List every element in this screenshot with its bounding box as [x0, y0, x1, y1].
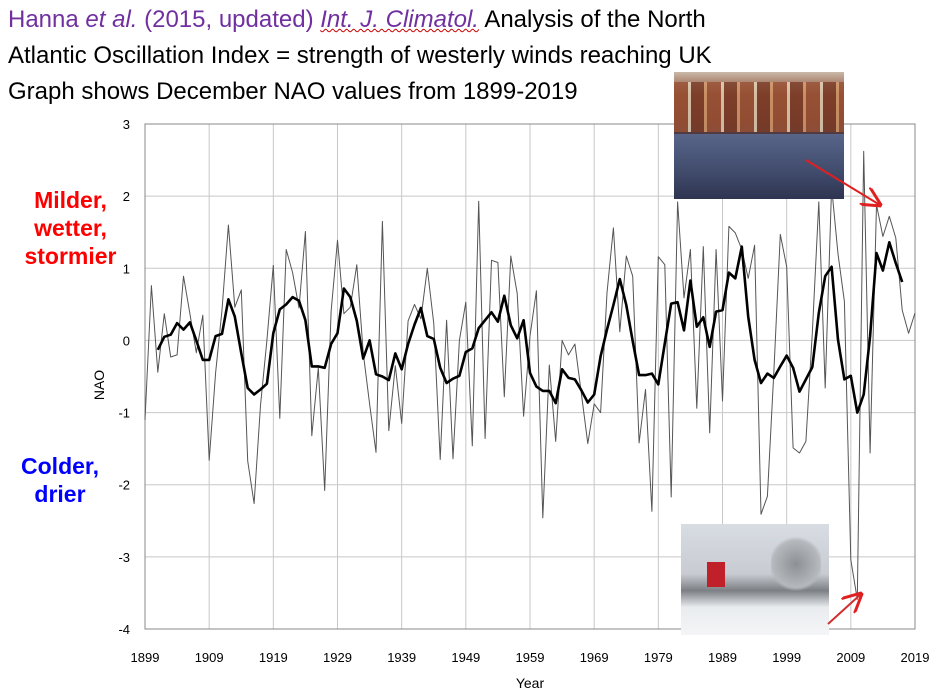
x-tick-label: 1969 [580, 650, 609, 665]
x-axis-label: Year [516, 675, 545, 691]
title-authors: Hanna [8, 6, 79, 33]
y-tick-label: 2 [123, 189, 130, 204]
snowy-street-photo [681, 524, 829, 635]
y-tick-label: 1 [123, 261, 130, 276]
y-tick-label: -2 [118, 478, 130, 493]
y-axis-label: NAO [91, 370, 107, 400]
x-tick-label: 1989 [708, 650, 737, 665]
title-year: (2015, updated) [144, 6, 314, 33]
title-journal: Int. J. Climatol. [320, 6, 479, 33]
flooded-town-photo [674, 72, 844, 199]
annual-nao-line [144, 150, 916, 600]
x-tick-label: 1919 [259, 650, 288, 665]
milder-line-2: wetter, [34, 215, 107, 241]
x-tick-label: 1939 [387, 650, 416, 665]
y-tick-label: -3 [118, 550, 130, 565]
x-tick-label: 1949 [451, 650, 480, 665]
colder-line-2: drier [34, 481, 86, 507]
title-line-2: Atlantic Oscillation Index = strength of… [8, 42, 712, 69]
plot-frame [144, 123, 916, 630]
y-tick-label: -1 [118, 406, 130, 421]
title-line-3: Graph shows December NAO values from 189… [8, 78, 578, 105]
x-tick-label: 1999 [772, 650, 801, 665]
smoothed-nao-line [156, 241, 904, 414]
x-tick-label: 2009 [836, 650, 865, 665]
y-tick-label: 0 [123, 333, 130, 348]
x-tick-label: 1979 [644, 650, 673, 665]
x-tick-label: 1909 [195, 650, 224, 665]
x-tick-label: 2019 [901, 650, 930, 665]
x-tick-label: 1899 [131, 650, 160, 665]
title-rest: Analysis of the North [484, 6, 706, 33]
milder-label: Milder, wetter, stormier [8, 186, 133, 270]
x-tick-label: 1929 [323, 650, 352, 665]
y-tick-label: 3 [123, 117, 130, 132]
colder-line-1: Colder, [21, 453, 99, 479]
milder-line-3: stormier [24, 243, 117, 269]
x-tick-label: 1959 [516, 650, 545, 665]
y-tick-label: -4 [118, 622, 130, 637]
milder-line-1: Milder, [34, 187, 107, 213]
title-etal: et al. [85, 6, 138, 33]
title-line-1: Hanna et al. (2015, updated) Int. J. Cli… [8, 6, 706, 34]
colder-label: Colder, drier [10, 452, 110, 508]
